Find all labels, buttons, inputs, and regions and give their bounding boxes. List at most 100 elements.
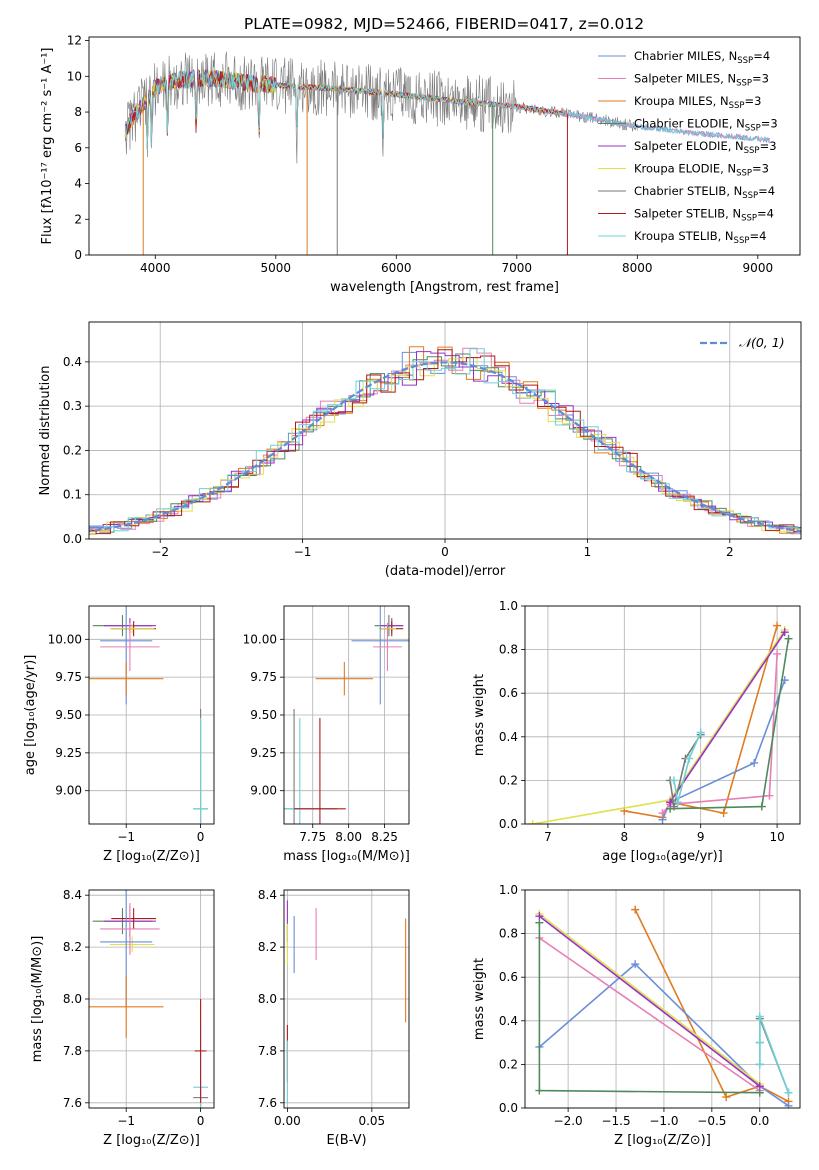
weight-marker [631,905,640,914]
x-tick-label: 8.00 [335,830,362,844]
gaussian-curve [89,361,801,533]
histogram-series [89,346,801,536]
legend-entry-name: Chabrier MILES [634,49,721,63]
weight-marker [722,1093,731,1102]
x-tick-label: 5000 [261,261,292,275]
histogram-step-7 [89,348,801,534]
legend-entry: Salpeter STELIB, NSSP=4 [634,207,774,224]
weight-marker [535,1086,544,1095]
legend-entry-nssp-sub: SSP [734,236,750,246]
y-tick-label: 7.8 [63,1044,82,1058]
y-tick-label: 8.2 [258,940,277,954]
axes-frame [88,605,215,825]
weight-marker [784,634,793,643]
axes-mass-vs-Z: −1 0 7.6 7.8 8.0 8.2 8.4 Z [log₁₀(Z/Z⊙)] mass [l… [30,888,215,1148]
y-axis-label: age [log₁₀(age/yr)] [23,655,38,776]
x-tick-label: 6000 [381,261,412,275]
x-tick-label: 8000 [622,261,653,275]
legend-entry-nssp: =3 [752,162,769,176]
y-tick-label: 8 [74,105,82,119]
legend-entry: Kroupa STELIB, NSSP=4 [634,229,766,246]
legend-entry-nssp-sub: SSP [736,79,752,89]
weight-marker [780,628,789,637]
errorbar-point [193,718,209,824]
legend-entry-name: Salpeter MILES [634,72,720,86]
y-tick-label: 9.25 [250,746,277,760]
spectrum-lines [124,51,770,255]
errorbar-point [111,908,156,929]
weight-marker [755,1088,764,1097]
spectrum-series-6 [124,51,638,164]
weight-marker [773,621,782,630]
weight-line-4 [538,915,761,1087]
legend-entry-nssp: =3 [744,94,761,108]
axes-age-vs-mass: 7.75 8.00 8.25 9.00 9.25 9.50 9.75 10.00 mass [l… [243,605,410,864]
x-axis-label: mass [log₁₀(M/M⊙)] [283,849,410,864]
weight-line-6 [758,1016,790,1093]
y-tick-label: 0.6 [499,970,518,984]
x-tick-label: −2 [151,545,169,559]
x-tick-label: 0 [441,545,449,559]
x-tick-label: 0.05 [358,1114,385,1128]
axes-weight-vs-Z: −2.0 −1.5 −1.0 −0.5 0.0 0.0 0.2 0.4 0.6 0.8 1.0 Z [… [472,883,801,1148]
x-tick-label: 8 [620,830,628,844]
x-tick-label: −1 [117,1114,135,1128]
weight-marker [719,809,728,818]
legend-entry-nssp-sub: SSP [729,101,745,111]
y-axis-label: mass weight [472,674,487,756]
legend-entry: Kroupa ELODIE, NSSP=3 [634,162,769,179]
legend-entry: Chabrier ELODIE, NSSP=3 [634,117,778,134]
weight-marker [673,798,682,807]
weight-line-1 [661,679,786,820]
legend-entry-nssp: =4 [757,207,774,221]
weight-marker [685,754,694,763]
errorbar-points [286,900,407,1103]
legend-entry: 𝒩(0, 1) [739,335,785,350]
x-tick-label: 0 [197,1114,205,1128]
legend-entry-nssp-prefix: , N [713,94,729,108]
histogram-step-5 [89,357,801,536]
errorbar-point [109,936,155,953]
axes-spectrum: 4000 5000 6000 7000 8000 9000 0 2 4 6 8 10 12 wavelen… [40,34,801,295]
legend-entry-nssp-prefix: , N [721,49,737,63]
x-tick-label: 0 [197,830,205,844]
legend-entry-nssp-sub: SSP [741,214,757,224]
y-tick-label: 0.1 [63,488,82,502]
y-axis-label: mass weight [472,958,487,1040]
chart-area: 4000 5000 6000 7000 8000 9000024681012wavelen… [23,34,802,1148]
weight-marker [784,1088,793,1097]
legend-entry-name: Chabrier ELODIE [634,117,729,131]
x-tick-label: 7 [544,830,552,844]
weight-marker [755,1060,764,1069]
weight-marker [669,802,678,811]
weight-line-3 [538,913,761,1085]
y-tick-label: 7.6 [258,1096,277,1110]
figure-title: PLATE=0982, MJD=52466, FIBERID=0417, z=0… [244,15,644,33]
y-axis-label: mass [log₁₀(M/M⊙)] [30,936,45,1063]
errorbar-point [194,999,207,1103]
x-tick-label: 7.75 [299,830,326,844]
x-tick-label: 2 [726,545,734,559]
legend-entry: Kroupa MILES, NSSP=3 [634,94,761,111]
weight-marker [658,809,667,818]
y-tick-label: 9.75 [55,670,82,684]
y-tick-label: 9.50 [55,708,82,722]
axes-age-vs-Z: −1 0 9.00 9.25 9.50 9.75 10.00 Z [log₁₀(Z/Z⊙)] a… [23,605,215,864]
legend-entry-nssp: =3 [760,139,777,153]
y-tick-label: 8.2 [63,940,82,954]
errorbar-point [373,622,402,672]
axes-frame [88,889,215,1109]
legend-entry-nssp: =4 [758,184,775,198]
y-axis-label: Normed distribution [38,366,53,496]
legend-entry-name: Kroupa ELODIE [634,162,720,176]
errorbar-point [89,975,164,1038]
errorbar-point [100,622,160,672]
axes-residual-histogram: −2 −1 0 1 2 0.0 0.1 0.2 0.3 0.4 (data-model)/error… [38,321,802,579]
x-axis-label: E(B-V) [326,1133,366,1148]
weight-line-5 [669,631,786,803]
axes-frame [88,36,801,256]
y-tick-label: 9.25 [55,746,82,760]
y-tick-label: 9.00 [250,784,277,798]
y-tick-label: 10 [67,69,82,83]
weight-marker [784,1101,793,1108]
